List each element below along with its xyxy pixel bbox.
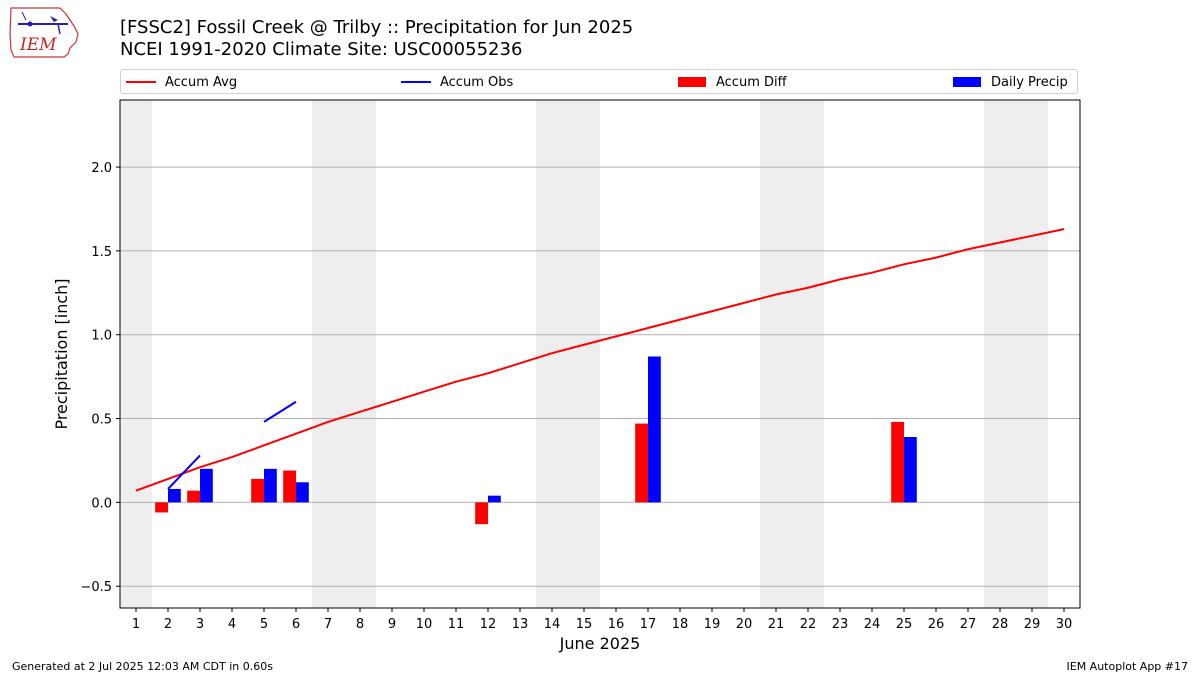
x-tick-label: 28 bbox=[992, 617, 1009, 632]
weekend-shade bbox=[312, 100, 344, 608]
x-tick-label: 10 bbox=[416, 617, 433, 632]
x-tick-label: 5 bbox=[260, 617, 268, 632]
weekend-shade bbox=[120, 100, 152, 608]
bar-daily-precip bbox=[168, 488, 181, 503]
weekend-shade bbox=[344, 100, 376, 608]
y-tick-label: 2.0 bbox=[91, 161, 112, 176]
line-accum-obs bbox=[167, 454, 201, 490]
legend-swatch-accum-obs bbox=[401, 81, 431, 83]
bar-accum-diff bbox=[475, 502, 488, 525]
logo-text: IEM bbox=[19, 35, 57, 55]
legend-label-accum-diff: Accum Diff bbox=[716, 74, 787, 90]
footer-app: IEM Autoplot App #17 bbox=[1066, 660, 1189, 673]
y-tick-label: 1.5 bbox=[91, 245, 112, 260]
x-tick-label: 7 bbox=[324, 617, 332, 632]
chart-subtitle: NCEI 1991-2020 Climate Site: USC00055236 bbox=[120, 39, 523, 60]
x-tick-label: 22 bbox=[800, 617, 817, 632]
y-tick-label: 1.0 bbox=[91, 329, 112, 344]
legend-item-accum-diff: Accum Diff bbox=[678, 70, 787, 94]
bar-daily-precip bbox=[488, 495, 501, 503]
legend-label-accum-obs: Accum Obs bbox=[440, 74, 514, 90]
weekend-shade bbox=[792, 100, 824, 608]
footer-generated: Generated at 2 Jul 2025 12:03 AM CDT in … bbox=[12, 660, 273, 673]
x-tick-label: 4 bbox=[228, 617, 236, 632]
bar-accum-diff bbox=[187, 490, 200, 503]
y-tick-label: 0.0 bbox=[91, 496, 112, 511]
x-tick-label: 17 bbox=[640, 617, 657, 632]
x-tick-label: 24 bbox=[864, 617, 881, 632]
legend: Accum Avg Accum Obs Accum Diff Daily Pre… bbox=[120, 69, 1078, 94]
bar-daily-precip bbox=[648, 356, 661, 503]
x-tick-label: 6 bbox=[292, 617, 300, 632]
x-tick-label: 2 bbox=[164, 617, 172, 632]
x-tick-label: 11 bbox=[448, 617, 465, 632]
x-axis-label: June 2025 bbox=[559, 634, 641, 653]
x-tick-label: 21 bbox=[768, 617, 785, 632]
x-tick-label: 20 bbox=[736, 617, 753, 632]
bar-accum-diff bbox=[283, 470, 296, 503]
x-tick-label: 14 bbox=[544, 617, 561, 632]
x-tick-label: 8 bbox=[356, 617, 364, 632]
bar-daily-precip bbox=[200, 468, 213, 503]
y-axis-label: Precipitation [inch] bbox=[52, 278, 71, 429]
bar-accum-diff bbox=[155, 502, 168, 513]
x-tick-label: 9 bbox=[388, 617, 396, 632]
bar-daily-precip bbox=[264, 468, 277, 503]
x-tick-label: 13 bbox=[512, 617, 529, 632]
x-tick-label: 23 bbox=[832, 617, 849, 632]
x-tick-label: 25 bbox=[896, 617, 913, 632]
weekend-shade bbox=[1016, 100, 1048, 608]
legend-label-accum-avg: Accum Avg bbox=[165, 74, 238, 90]
x-tick-label: 15 bbox=[576, 617, 593, 632]
weekend-shade bbox=[568, 100, 600, 608]
weekend-shade bbox=[760, 100, 792, 608]
legend-swatch-accum-avg bbox=[126, 81, 156, 83]
iem-logo: IEM bbox=[9, 7, 79, 58]
bar-daily-precip bbox=[296, 482, 309, 503]
line-accum-avg bbox=[135, 228, 1065, 492]
bar-accum-diff bbox=[635, 423, 648, 503]
legend-swatch-accum-diff bbox=[678, 77, 706, 87]
line-accum-obs bbox=[263, 400, 297, 423]
bar-accum-diff bbox=[251, 478, 264, 503]
x-tick-label: 30 bbox=[1056, 617, 1073, 632]
legend-swatch-daily-precip bbox=[953, 77, 981, 87]
x-tick-label: 18 bbox=[672, 617, 689, 632]
weekend-shade bbox=[984, 100, 1016, 608]
legend-item-accum-obs: Accum Obs bbox=[401, 70, 513, 94]
plot-frame bbox=[119, 99, 1081, 609]
x-tick-label: 12 bbox=[480, 617, 497, 632]
x-tick-label: 26 bbox=[928, 617, 945, 632]
x-tick-label: 29 bbox=[1024, 617, 1041, 632]
chart-title: [FSSC2] Fossil Creek @ Trilby :: Precipi… bbox=[120, 17, 634, 38]
y-tick-label: −0.5 bbox=[80, 580, 112, 595]
x-tick-label: 27 bbox=[960, 617, 977, 632]
y-tick-label: 0.5 bbox=[91, 413, 112, 428]
legend-item-daily-precip: Daily Precip bbox=[953, 70, 1068, 94]
x-tick-label: 16 bbox=[608, 617, 625, 632]
bar-accum-diff bbox=[891, 421, 904, 503]
x-tick-label: 1 bbox=[132, 617, 140, 632]
legend-label-daily-precip: Daily Precip bbox=[991, 74, 1068, 90]
x-tick-label: 19 bbox=[704, 617, 721, 632]
x-tick-label: 3 bbox=[196, 617, 204, 632]
legend-item-accum-avg: Accum Avg bbox=[126, 70, 237, 94]
bar-daily-precip bbox=[904, 436, 917, 503]
